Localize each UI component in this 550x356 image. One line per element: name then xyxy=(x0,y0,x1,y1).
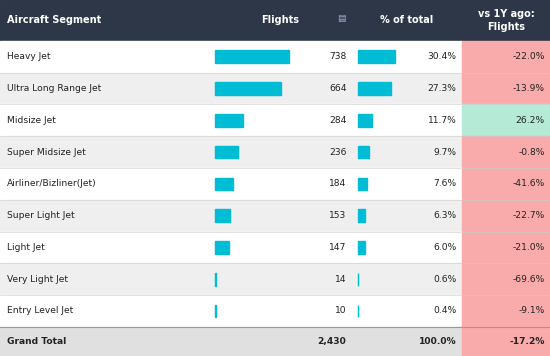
Text: -21.0%: -21.0% xyxy=(512,243,544,252)
Text: 2,430: 2,430 xyxy=(318,337,346,346)
Bar xyxy=(462,73,550,104)
Text: 184: 184 xyxy=(329,179,346,188)
Bar xyxy=(462,168,550,200)
Text: Super Light Jet: Super Light Jet xyxy=(7,211,74,220)
Text: 147: 147 xyxy=(329,243,346,252)
Text: 14: 14 xyxy=(335,275,346,284)
Bar xyxy=(0,41,462,73)
Bar xyxy=(0,327,462,356)
Bar xyxy=(462,295,550,327)
Text: 100.0%: 100.0% xyxy=(419,337,456,346)
Bar xyxy=(214,273,216,286)
Text: Entry Level Jet: Entry Level Jet xyxy=(7,307,73,315)
Bar xyxy=(0,0,550,41)
Bar xyxy=(214,178,233,190)
Bar xyxy=(0,295,462,327)
Bar xyxy=(462,263,550,295)
Bar xyxy=(0,231,462,263)
Text: Airliner/Bizliner(Jet): Airliner/Bizliner(Jet) xyxy=(7,179,96,188)
Text: Midsize Jet: Midsize Jet xyxy=(7,116,56,125)
Bar xyxy=(358,114,372,127)
Bar xyxy=(462,200,550,231)
Text: 9.7%: 9.7% xyxy=(433,148,456,157)
Text: 11.7%: 11.7% xyxy=(428,116,456,125)
Text: -0.8%: -0.8% xyxy=(518,148,544,157)
Text: -22.7%: -22.7% xyxy=(512,211,544,220)
Text: Grand Total: Grand Total xyxy=(7,337,66,346)
Text: 26.2%: 26.2% xyxy=(515,116,544,125)
Bar xyxy=(214,114,243,127)
Bar xyxy=(0,104,462,136)
Text: 0.6%: 0.6% xyxy=(433,275,456,284)
Text: 236: 236 xyxy=(329,148,346,157)
Text: Super Midsize Jet: Super Midsize Jet xyxy=(7,148,85,157)
Bar xyxy=(214,146,238,158)
Text: 6.0%: 6.0% xyxy=(433,243,456,252)
Text: 30.4%: 30.4% xyxy=(427,52,456,61)
Text: -17.2%: -17.2% xyxy=(509,337,544,346)
Bar xyxy=(0,136,462,168)
Text: Ultra Long Range Jet: Ultra Long Range Jet xyxy=(7,84,101,93)
Text: -9.1%: -9.1% xyxy=(518,307,544,315)
Bar xyxy=(462,327,550,356)
Bar xyxy=(358,209,365,222)
Bar xyxy=(462,41,550,73)
Text: 27.3%: 27.3% xyxy=(428,84,456,93)
Bar xyxy=(358,241,365,254)
Bar xyxy=(358,51,395,63)
Bar xyxy=(0,73,462,104)
Text: 0.4%: 0.4% xyxy=(433,307,456,315)
Bar xyxy=(462,231,550,263)
Bar xyxy=(214,305,216,317)
Text: 738: 738 xyxy=(329,52,346,61)
Bar xyxy=(214,82,282,95)
Bar xyxy=(0,200,462,231)
Text: Light Jet: Light Jet xyxy=(7,243,45,252)
Bar xyxy=(214,209,230,222)
Text: 10: 10 xyxy=(335,307,346,315)
Bar xyxy=(214,51,289,63)
Text: ▤: ▤ xyxy=(337,14,345,23)
Bar xyxy=(0,168,462,200)
Text: -13.9%: -13.9% xyxy=(513,84,544,93)
Text: Flights: Flights xyxy=(261,15,300,26)
Text: % of total: % of total xyxy=(381,15,433,26)
Text: -41.6%: -41.6% xyxy=(512,179,544,188)
Bar xyxy=(0,263,462,295)
Bar xyxy=(358,178,367,190)
Text: Very Light Jet: Very Light Jet xyxy=(7,275,68,284)
Text: vs 1Y ago:
Flights: vs 1Y ago: Flights xyxy=(477,9,535,32)
Text: Heavy Jet: Heavy Jet xyxy=(7,52,50,61)
Text: 664: 664 xyxy=(329,84,346,93)
Text: 6.3%: 6.3% xyxy=(433,211,456,220)
Bar xyxy=(214,241,229,254)
Bar xyxy=(462,104,550,136)
Bar xyxy=(358,146,370,158)
Bar xyxy=(358,82,391,95)
Text: -22.0%: -22.0% xyxy=(512,52,544,61)
Text: -69.6%: -69.6% xyxy=(512,275,544,284)
Text: Aircraft Segment: Aircraft Segment xyxy=(7,15,101,26)
Text: 7.6%: 7.6% xyxy=(433,179,456,188)
Text: 153: 153 xyxy=(329,211,346,220)
Text: 284: 284 xyxy=(329,116,346,125)
Bar xyxy=(462,136,550,168)
